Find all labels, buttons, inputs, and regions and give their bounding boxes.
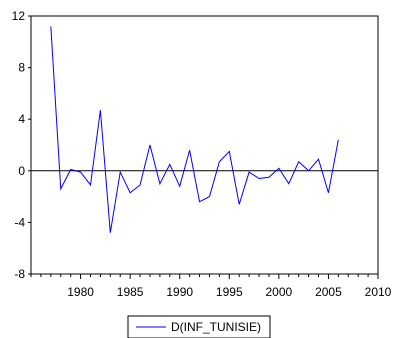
x-tick-label: 2000 xyxy=(266,285,293,299)
y-tick-label: -8 xyxy=(14,267,25,281)
x-tick-label: 2010 xyxy=(365,285,392,299)
axes: -8 -4 0 4 8 12 1980 1985 1990 1995 2000 2005 2010 xyxy=(12,9,392,299)
x-tick-label: 1995 xyxy=(216,285,243,299)
y-tick-label: 4 xyxy=(18,112,25,126)
plot-frame xyxy=(30,15,379,275)
y-tick-label: -4 xyxy=(14,215,25,229)
y-tick-label: 12 xyxy=(12,9,26,23)
x-tick-label: 1980 xyxy=(67,285,94,299)
series-line xyxy=(50,26,339,233)
legend-label: D(INF_TUNISIE) xyxy=(171,320,261,334)
x-tick-label: 1990 xyxy=(166,285,193,299)
legend-box xyxy=(127,315,271,338)
x-tick-label: 2005 xyxy=(315,285,342,299)
x-tick-label: 1985 xyxy=(117,285,144,299)
y-tick-label: 0 xyxy=(18,164,25,178)
legend: D(INF_TUNISIE) xyxy=(127,315,271,338)
series-layer xyxy=(50,26,339,233)
y-tick-label: 8 xyxy=(18,61,25,75)
